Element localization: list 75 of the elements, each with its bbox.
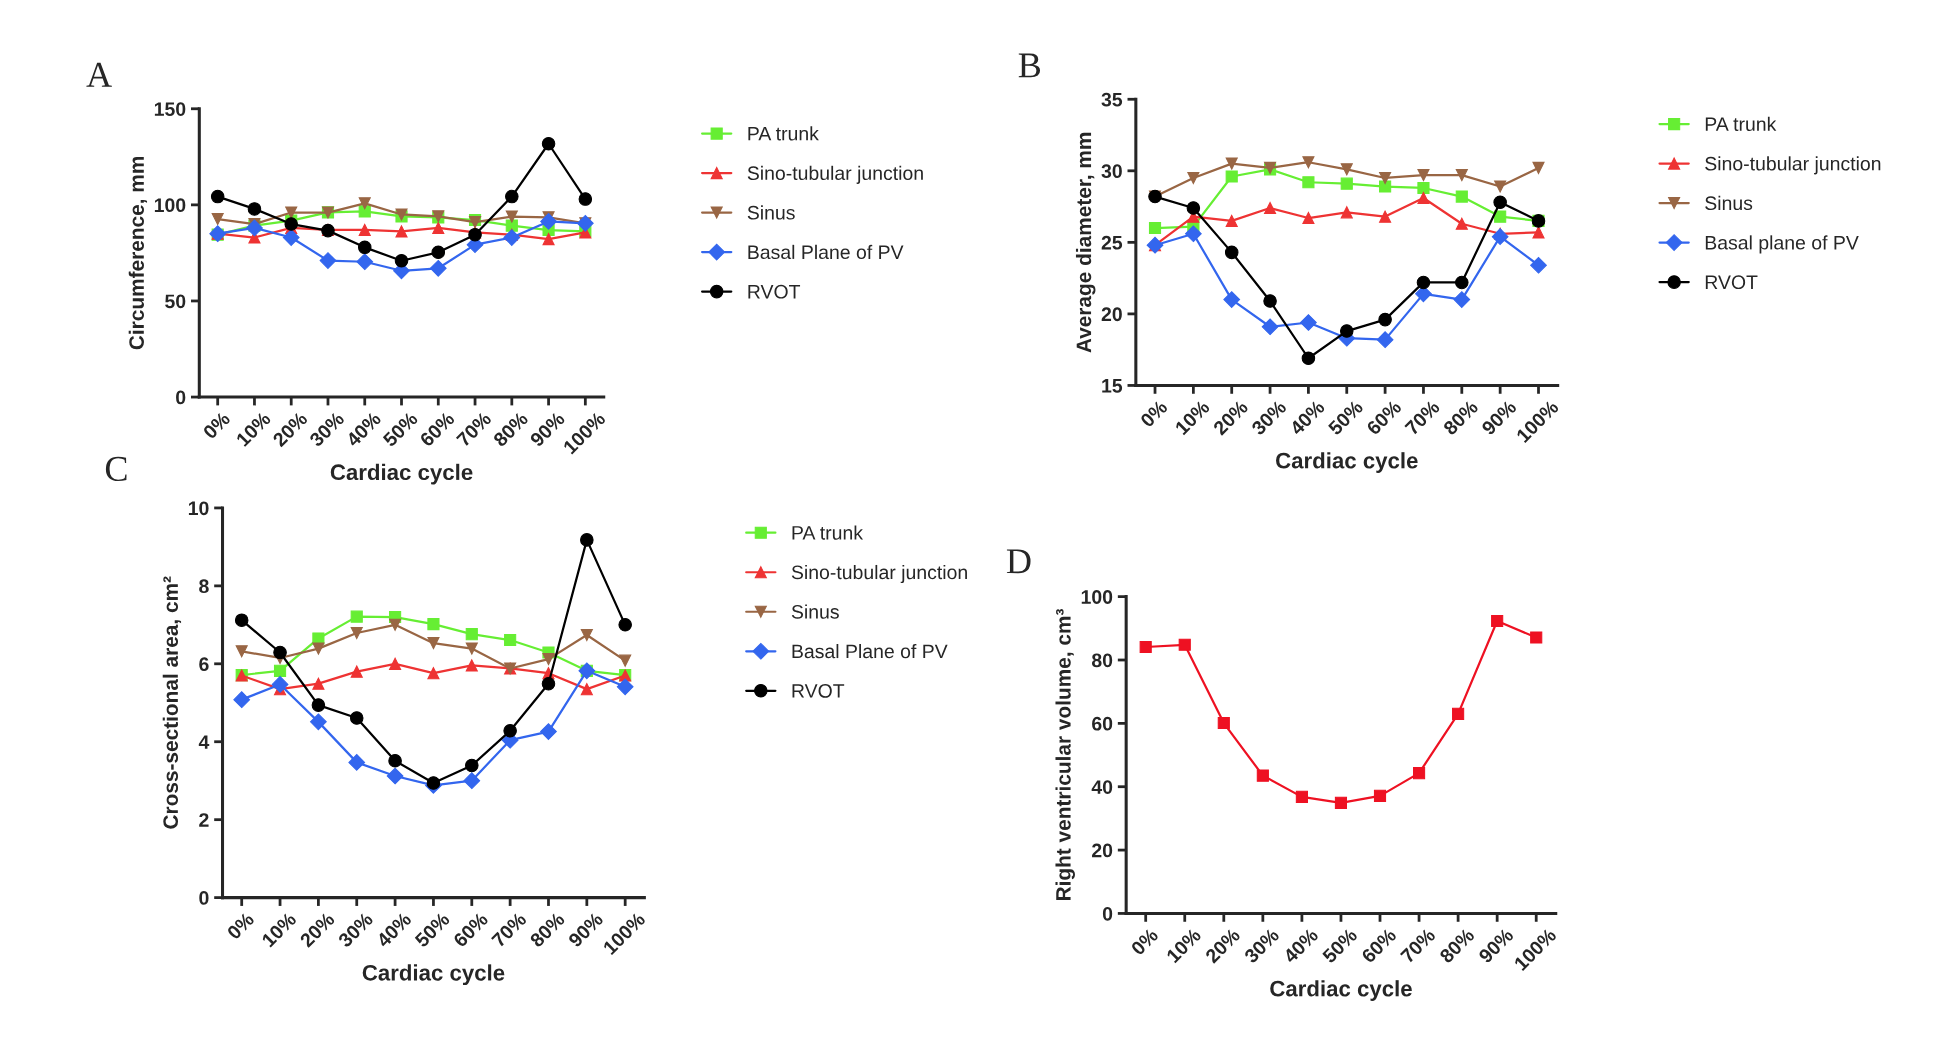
x-tick-label: 80%: [529, 911, 566, 948]
legend-label: Basal Plane of PV: [792, 643, 948, 659]
x-tick-label: 30%: [308, 410, 346, 448]
x-axis-title: Cardiac cycle: [1270, 980, 1412, 1001]
x-tick-label: 40%: [1282, 927, 1319, 965]
x-tick-label: 70%: [1404, 399, 1441, 436]
y-tick-label: 2: [199, 813, 209, 827]
legend-label: RVOT: [792, 684, 845, 698]
y-tick-label: 6: [199, 657, 209, 672]
x-tick-label: 40%: [345, 410, 382, 448]
chart-title: D: [1006, 549, 1031, 574]
x-tick-label: 90%: [567, 911, 604, 948]
x-axis-title: Cardiac cycle: [1276, 452, 1418, 473]
y-tick-label: 80: [1091, 653, 1113, 668]
y-tick-label: 150: [154, 102, 186, 116]
y-tick-label: 0: [199, 891, 209, 905]
legend-label: RVOT: [748, 284, 801, 299]
legend-label: RVOT: [1705, 275, 1758, 290]
y-axis-title: Right ventricular volume, cm³: [1055, 609, 1075, 901]
y-axis-title: Average diameter, mm: [1075, 132, 1096, 353]
y-tick-label: 35: [1101, 92, 1123, 107]
x-tick-label: 60%: [452, 911, 489, 948]
y-tick-label: 4: [198, 735, 210, 749]
y-tick-label: 0: [1102, 906, 1113, 921]
y-tick-label: 20: [1101, 307, 1122, 322]
legend-label: Sinus: [791, 604, 839, 619]
y-tick-label: 40: [1091, 780, 1113, 794]
y-tick-label: 60: [1092, 716, 1113, 731]
x-tick-label: 30%: [337, 911, 374, 949]
legend-label: PA trunk: [748, 126, 819, 141]
y-tick-label: 10: [188, 501, 209, 516]
y-tick-label: 25: [1101, 235, 1123, 250]
legend-label: Sino-tubular junction: [791, 564, 967, 584]
legend-label: Sino-tubular junction: [1705, 156, 1881, 175]
x-tick-label: 0%: [1130, 927, 1159, 957]
x-tick-label: 60%: [1360, 927, 1398, 964]
legend-label: Sinus: [747, 205, 795, 220]
y-tick-label: 100: [1081, 590, 1113, 604]
x-tick-label: 70%: [455, 410, 493, 448]
x-tick-label: 60%: [418, 410, 456, 448]
y-tick-label: 100: [154, 198, 186, 213]
x-axis-title: Cardiac cycle: [330, 463, 473, 485]
chart-title: C: [105, 456, 127, 482]
x-tick-label: 80%: [492, 410, 529, 448]
x-tick-label: 40%: [1288, 399, 1326, 437]
y-axis-title: Circumference, mm: [128, 156, 148, 350]
y-tick-label: 0: [176, 390, 186, 405]
x-tick-label: 60%: [1365, 399, 1403, 436]
x-tick-label: 70%: [1399, 927, 1437, 964]
legend-label: PA trunk: [792, 525, 864, 540]
x-tick-label: 0%: [226, 911, 255, 941]
x-tick-label: 0%: [202, 410, 231, 440]
legend-label: Basal Plane of PV: [748, 244, 904, 260]
legend-label: Sino-tubular junction: [747, 165, 923, 184]
chart-title: A: [86, 62, 112, 87]
x-tick-label: 70%: [490, 911, 528, 948]
legend-label: Sinus: [1705, 195, 1753, 211]
x-tick-label: 0%: [1139, 399, 1169, 429]
y-axis-title: Cross-sectional area, cm²: [162, 576, 182, 829]
x-tick-label: 10%: [1165, 927, 1202, 964]
chart-title: B: [1018, 53, 1041, 78]
x-tick-label: 50%: [414, 911, 451, 948]
x-tick-label: 40%: [375, 911, 413, 949]
x-tick-label: 90%: [1480, 399, 1518, 436]
legend-label: Basal plane of PV: [1705, 235, 1859, 254]
y-tick-label: 50: [165, 294, 186, 309]
y-tick-label: 15: [1102, 379, 1123, 393]
x-axis-title: Cardiac cycle: [362, 964, 505, 986]
legend-label: PA trunk: [1705, 116, 1777, 132]
y-tick-label: 30: [1101, 164, 1122, 179]
x-tick-label: 50%: [382, 410, 419, 448]
x-tick-label: 50%: [1327, 399, 1364, 436]
y-tick-label: 20: [1092, 843, 1113, 858]
y-tick-label: 8: [199, 579, 209, 594]
x-tick-label: 90%: [1477, 927, 1515, 964]
